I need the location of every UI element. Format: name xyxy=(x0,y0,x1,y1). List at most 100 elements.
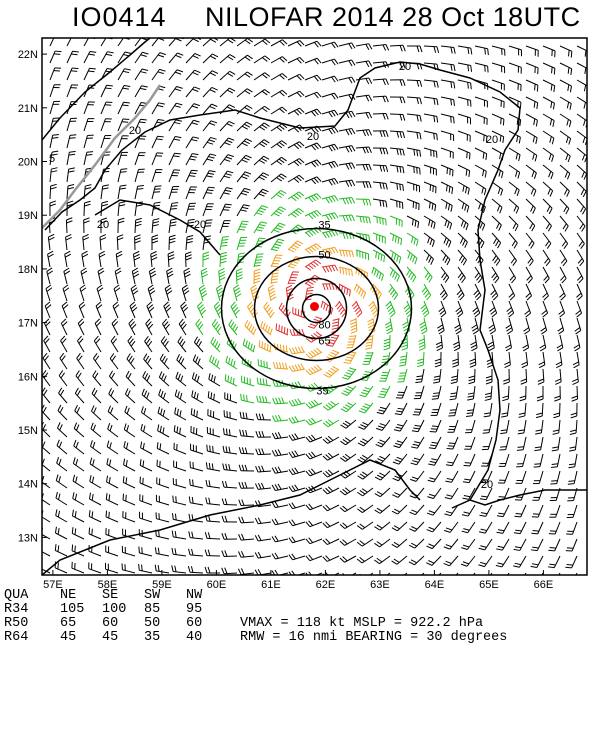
wind-barb xyxy=(101,102,112,114)
wind-barb xyxy=(492,63,505,73)
wind-barb xyxy=(340,505,356,512)
wind-barb xyxy=(101,85,113,97)
wind-barb xyxy=(101,185,109,199)
wind-barb xyxy=(143,371,152,386)
wind-barb xyxy=(375,488,390,497)
wind-barb xyxy=(390,148,404,156)
wind-barb xyxy=(390,165,404,173)
wind-barb xyxy=(271,223,285,233)
wind-barb xyxy=(458,165,470,177)
wind-barb xyxy=(323,420,339,427)
wind-barb xyxy=(73,457,84,471)
wind-barb xyxy=(50,51,61,63)
wind-barb xyxy=(48,234,54,250)
wind-barb xyxy=(190,461,203,471)
wind-barb xyxy=(89,562,101,573)
wind-barb xyxy=(441,114,454,123)
wind-barb xyxy=(566,522,577,534)
wind-barb xyxy=(186,70,200,80)
wind-barb xyxy=(475,63,488,72)
wind-barb xyxy=(181,302,188,318)
wind-barb xyxy=(458,233,467,248)
wind-barb xyxy=(428,471,441,482)
wind-barb xyxy=(570,420,577,435)
wind-barb xyxy=(514,505,526,517)
wind-barb xyxy=(220,252,227,267)
wind-barb xyxy=(50,101,60,114)
wind-barb xyxy=(93,371,101,386)
radii-header-row: QUA NE SE SW NW xyxy=(4,589,36,603)
wind-barb xyxy=(177,354,186,369)
wind-barb xyxy=(447,420,458,432)
wind-barb xyxy=(427,522,441,532)
wind-barb xyxy=(169,186,179,199)
wind-barb xyxy=(567,505,577,517)
wind-barb xyxy=(339,146,355,153)
contour-label-20: 20 xyxy=(481,479,493,491)
wind-barb xyxy=(72,527,84,539)
wind-barb xyxy=(341,386,356,395)
wind-barb xyxy=(127,354,135,369)
wind-barb xyxy=(74,423,84,437)
wind-barb xyxy=(222,498,237,505)
wind-barb xyxy=(322,161,338,168)
radii-header-se: SE xyxy=(102,589,118,603)
wind-barb xyxy=(479,522,492,533)
wind-barb xyxy=(186,236,193,250)
wind-barb xyxy=(498,471,509,483)
wind-barb xyxy=(219,268,226,284)
wind-barb xyxy=(220,171,233,182)
wind-barb xyxy=(203,171,215,182)
wind-barb xyxy=(288,175,304,182)
wind-barb xyxy=(222,516,237,522)
wind-barb xyxy=(378,386,390,398)
wind-barb xyxy=(424,216,435,229)
wind-barb xyxy=(140,494,152,505)
wind-barb xyxy=(543,233,551,249)
wind-barb xyxy=(322,196,338,204)
wind-barb xyxy=(441,182,453,194)
wind-barb xyxy=(492,250,500,266)
wind-barb xyxy=(509,80,521,91)
wind-barb xyxy=(186,53,201,63)
wind-barb xyxy=(376,420,390,430)
wind-barb xyxy=(179,319,186,335)
wind-barb xyxy=(376,437,390,447)
wind-barb xyxy=(526,63,538,74)
wind-barb xyxy=(499,437,509,450)
wind-barb xyxy=(90,475,101,488)
wind-barb xyxy=(73,475,84,488)
wind-barb xyxy=(256,414,271,420)
wind-barb xyxy=(560,233,568,249)
wind-barb xyxy=(468,369,475,384)
wind-barb xyxy=(288,208,304,217)
wind-barb xyxy=(210,355,220,369)
wind-barb xyxy=(356,112,372,118)
wind-barb xyxy=(254,222,267,233)
wind-barb xyxy=(236,269,242,284)
wind-barb xyxy=(289,364,305,372)
wind-barb xyxy=(199,285,207,301)
wind-barb xyxy=(186,154,198,165)
wind-barb xyxy=(160,354,169,369)
wind-barb xyxy=(67,102,77,114)
wind-barb xyxy=(373,216,386,225)
wind-barb xyxy=(458,216,468,230)
wind-barb xyxy=(118,52,131,63)
wind-barb xyxy=(168,252,174,267)
wind-barb xyxy=(122,563,135,573)
wind-barb xyxy=(191,408,203,420)
wind-barb xyxy=(472,318,479,334)
wind-barb xyxy=(272,432,288,438)
wind-barb xyxy=(306,400,322,408)
wind-barb xyxy=(254,173,269,182)
coastline-south xyxy=(42,460,420,575)
wind-barb xyxy=(492,216,501,231)
wind-barb xyxy=(67,51,79,63)
wind-barb xyxy=(271,141,287,148)
wind-barb xyxy=(571,403,577,418)
wind-barb xyxy=(305,109,321,116)
wind-barb xyxy=(186,137,199,148)
wind-barb xyxy=(169,235,176,250)
wind-barb xyxy=(38,561,50,573)
